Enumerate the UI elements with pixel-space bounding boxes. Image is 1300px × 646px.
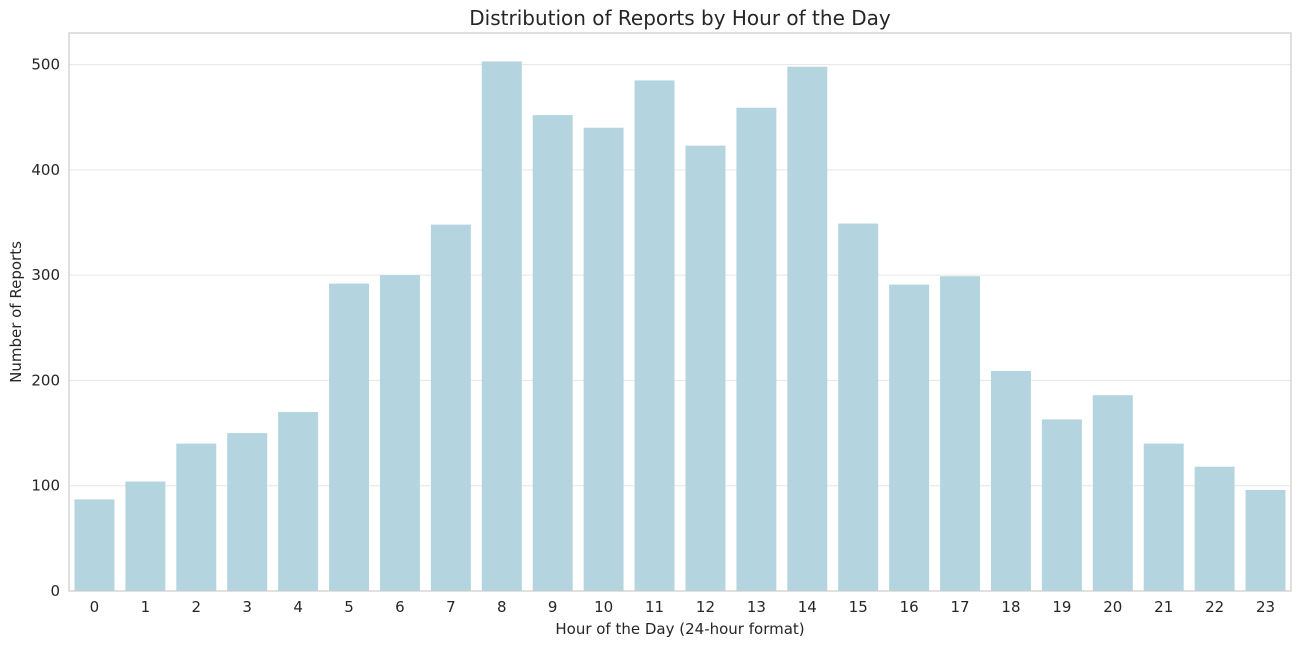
x-tick-label: 7 (446, 598, 456, 616)
x-tick-label: 1 (141, 598, 151, 616)
x-tick-label: 10 (594, 598, 613, 616)
bar-hour-19 (1041, 419, 1082, 591)
bar-hour-1 (125, 481, 166, 591)
bar-hour-3 (227, 433, 268, 591)
bar-hour-9 (532, 115, 573, 591)
bar-hour-13 (736, 107, 777, 591)
x-tick-label: 17 (950, 598, 969, 616)
x-tick-label: 18 (1001, 598, 1020, 616)
y-tick-label: 400 (31, 161, 60, 179)
x-axis-label: Hour of the Day (24-hour format) (555, 620, 804, 638)
x-tick-label: 22 (1205, 598, 1224, 616)
bar-hour-23 (1245, 489, 1286, 591)
bar-hour-21 (1143, 443, 1184, 591)
bar-hour-8 (481, 61, 522, 592)
y-tick-label: 0 (50, 582, 60, 600)
bar-hour-0 (74, 499, 115, 591)
bar-hour-4 (278, 412, 319, 591)
y-tick-label: 300 (31, 266, 60, 284)
bar-hour-18 (990, 370, 1031, 591)
x-tick-labels: 0 1 2 3 4 5 6 7 8 9 10 11 12 13 14 15 16 17 18 19 20 21 22 23 (90, 598, 1275, 616)
x-tick-label: 5 (344, 598, 354, 616)
bar-hour-20 (1092, 395, 1133, 591)
x-tick-label: 20 (1103, 598, 1122, 616)
x-tick-label: 14 (798, 598, 817, 616)
x-tick-label: 13 (747, 598, 766, 616)
bar-hour-10 (583, 127, 624, 592)
bar-hour-11 (634, 80, 675, 592)
y-axis-label: Number of Reports (7, 241, 25, 383)
bar-hour-2 (176, 443, 217, 591)
x-tick-label: 6 (395, 598, 405, 616)
x-tick-label: 9 (548, 598, 558, 616)
y-tick-label: 500 (31, 56, 60, 74)
x-tick-label: 21 (1154, 598, 1173, 616)
x-tick-label: 0 (90, 598, 100, 616)
x-tick-label: 19 (1052, 598, 1071, 616)
bar-hour-6 (379, 275, 420, 591)
x-tick-label: 11 (645, 598, 664, 616)
x-tick-label: 4 (293, 598, 303, 616)
bar-hour-5 (329, 283, 370, 591)
bar-hour-17 (940, 276, 981, 591)
bar-hour-22 (1194, 466, 1235, 591)
x-tick-label: 8 (497, 598, 507, 616)
x-tick-label: 3 (242, 598, 252, 616)
x-tick-label: 16 (900, 598, 919, 616)
bar-hour-14 (787, 66, 828, 592)
x-tick-label: 23 (1256, 598, 1275, 616)
bar-hour-7 (430, 224, 471, 591)
y-tick-label: 200 (31, 371, 60, 389)
bar-hour-16 (889, 284, 930, 591)
chart-title: Distribution of Reports by Hour of the D… (469, 6, 891, 30)
plot-frame (68, 32, 1292, 592)
y-tick-label: 100 (31, 477, 60, 495)
bars (74, 61, 1286, 592)
x-tick-label: 12 (696, 598, 715, 616)
y-tick-labels: 0 100 200 300 400 500 (31, 56, 60, 600)
x-tick-label: 15 (849, 598, 868, 616)
bar-hour-15 (838, 223, 879, 592)
x-tick-label: 2 (192, 598, 202, 616)
bar-hour-12 (685, 145, 726, 591)
